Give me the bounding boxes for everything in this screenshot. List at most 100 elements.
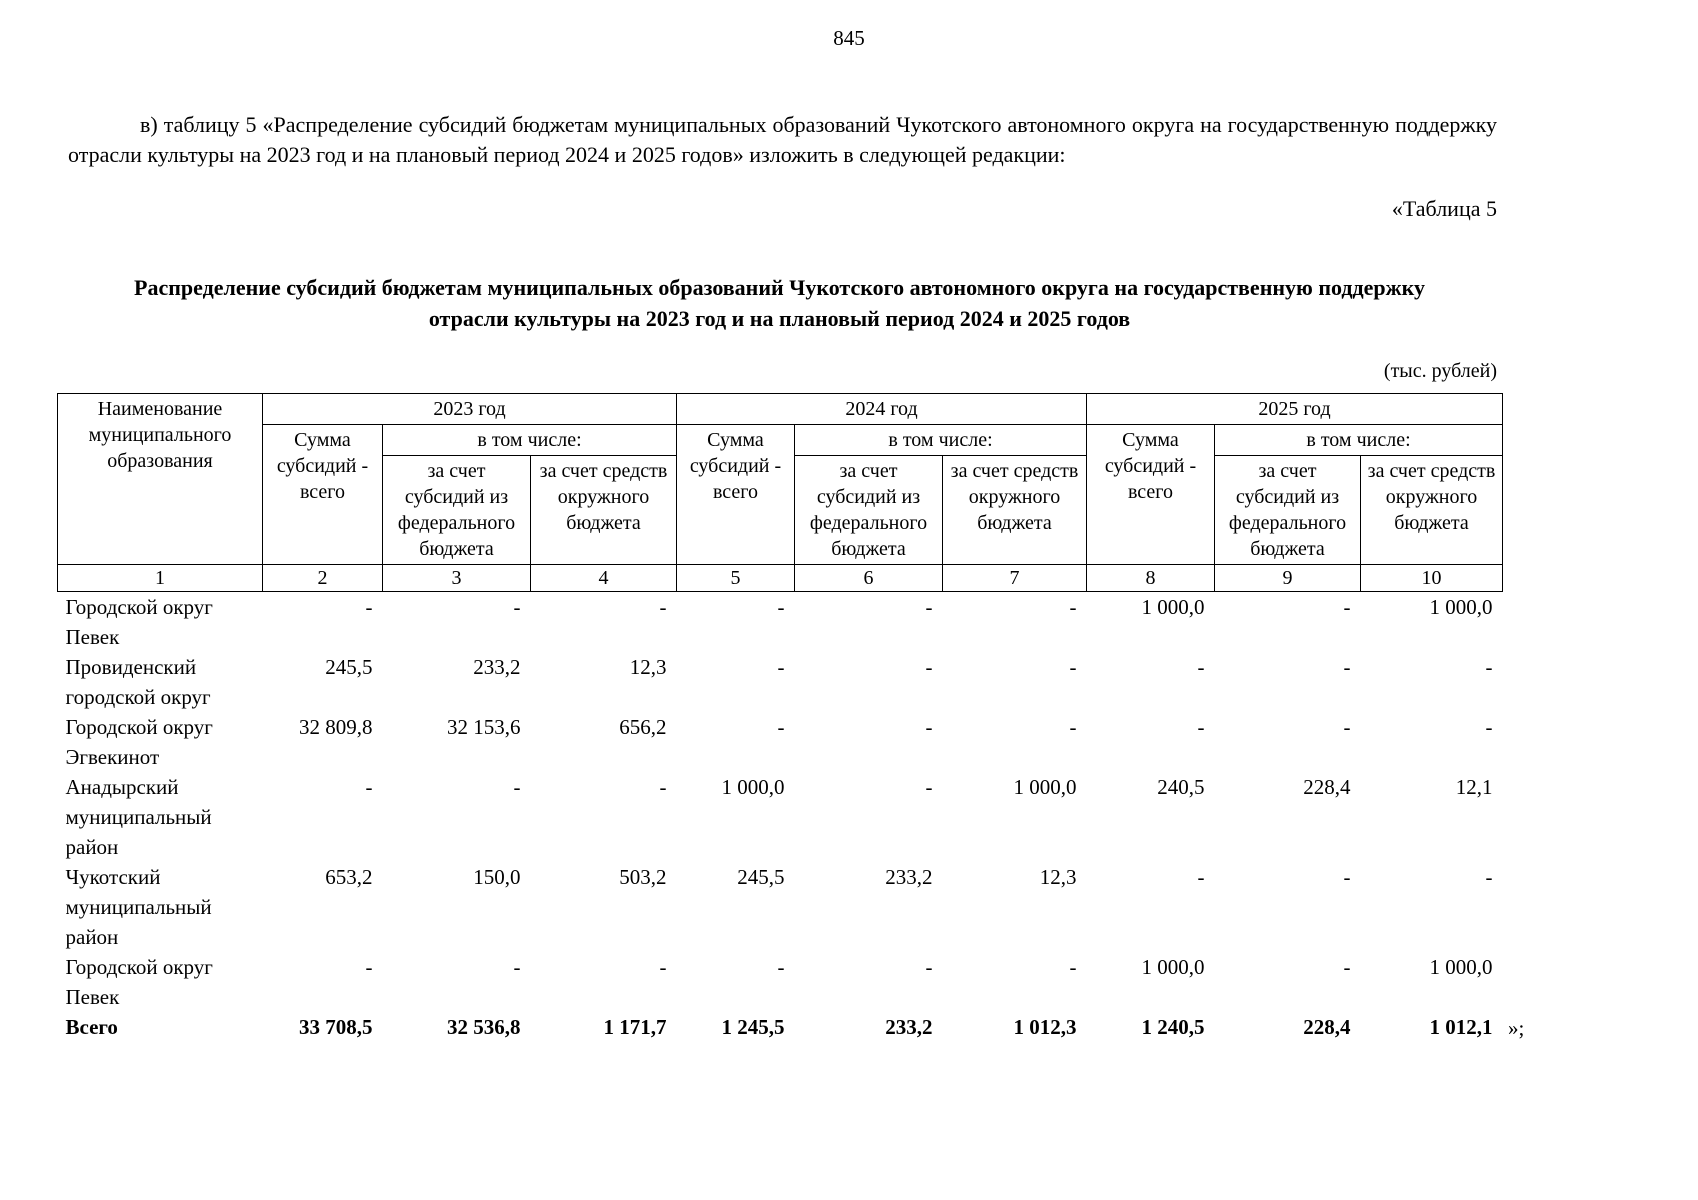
value-cell: 228,4 — [1303, 775, 1351, 799]
table-body: Городской округ Певек - - - - - - 1 000,0 - 1 000… — [58, 592, 1503, 1043]
value-cell: 1 000,0 — [1429, 595, 1493, 619]
table-header: Наименование муниципального образования … — [57, 393, 1503, 592]
value-cell: 233,2 — [473, 655, 521, 679]
header-sum-2024: Сумма субсидий - всего — [676, 424, 795, 565]
col-number: 6 — [794, 564, 943, 592]
value-cell: - — [1343, 865, 1351, 889]
header-including-2024: в том числе: — [794, 424, 1087, 456]
header-year-2023: 2023 год — [262, 393, 677, 425]
value-cell: 1 000,0 — [1013, 775, 1077, 799]
value-cell: - — [365, 955, 373, 979]
col-number: 2 — [262, 564, 383, 592]
subsidies-table: Наименование муниципального образования … — [57, 393, 1503, 1042]
value-cell: - — [777, 715, 785, 739]
value-cell: 1 000,0 — [1429, 955, 1493, 979]
municipality-name-cell: Городской округ Певек — [65, 595, 213, 649]
value-cell: 150,0 — [473, 865, 521, 889]
value-cell: 240,5 — [1157, 775, 1205, 799]
value-cell: - — [925, 655, 933, 679]
value-cell: 1 000,0 — [1141, 955, 1205, 979]
header-year-2024: 2024 год — [676, 393, 1087, 425]
table-row: Анадырский муниципальный район - - - 1 000,0… — [58, 772, 1503, 862]
municipality-name-cell: Городской округ Эгвекинот — [65, 715, 213, 769]
value-cell: - — [925, 715, 933, 739]
table-title: Распределение субсидий бюджетам муниципа… — [134, 275, 1425, 331]
municipality-name-cell: Провиденский городской округ — [65, 655, 211, 709]
value-cell: 656,2 — [619, 715, 667, 739]
municipality-name-cell: Чукотский муниципальный район — [65, 865, 212, 949]
table-row: Городской округ Певек - - - - - - 1 000,0 - 1 000… — [58, 952, 1503, 1012]
value-cell: - — [1069, 655, 1077, 679]
value-cell: - — [1197, 715, 1205, 739]
value-cell: - — [1197, 865, 1205, 889]
col-number: 10 — [1360, 564, 1503, 592]
value-cell: - — [1069, 715, 1077, 739]
value-cell: 32 809,8 — [299, 715, 373, 739]
municipality-name-cell: Анадырский муниципальный район — [65, 775, 212, 859]
header-row-sources: за счет субсидий из федерального бюджета… — [58, 455, 1503, 565]
value-cell: - — [777, 655, 785, 679]
value-cell: 32 153,6 — [447, 715, 521, 739]
table-row: Городской округ Певек - - - - - - 1 000,0 - 1 000… — [58, 592, 1503, 653]
value-cell: - — [1485, 655, 1493, 679]
page-number: 845 — [833, 26, 865, 50]
header-including-2025: в том числе: — [1214, 424, 1503, 456]
value-cell: - — [1343, 655, 1351, 679]
value-cell: - — [925, 775, 933, 799]
col-number: 3 — [382, 564, 531, 592]
value-cell: 1 000,0 — [1141, 595, 1205, 619]
value-cell: 12,1 — [1455, 775, 1493, 799]
value-cell: - — [1343, 595, 1351, 619]
header-federal-2025: за счет субсидий из федерального бюджета — [1214, 455, 1361, 565]
value-cell: - — [659, 775, 667, 799]
col-number: 8 — [1086, 564, 1215, 592]
value-cell: - — [925, 955, 933, 979]
header-including-2023: в том числе: — [382, 424, 677, 456]
value-cell: - — [513, 955, 521, 979]
value-cell: 228,4 — [1303, 1015, 1351, 1039]
header-row-sums: Сумма субсидий - всего в том числе: Сумм… — [58, 424, 1503, 565]
value-cell: - — [1485, 865, 1493, 889]
total-row: Всего 33 708,5 32 536,8 1 171,7 1 245,5 233,2… — [58, 1012, 1503, 1042]
value-cell: 1 240,5 — [1141, 1015, 1205, 1039]
header-okrug-2025: за счет средств окружного бюджета — [1360, 455, 1503, 565]
closing-mark: »; — [1508, 1016, 1525, 1040]
value-cell: - — [365, 595, 373, 619]
value-cell: 245,5 — [737, 865, 785, 889]
units-label: (тыс. рублей) — [1383, 360, 1497, 382]
value-cell: 1 171,7 — [603, 1015, 667, 1039]
header-sum-2025: Сумма субсидий - всего — [1086, 424, 1215, 565]
table-marker: «Таблица 5 — [1391, 196, 1497, 221]
header-sum-2023: Сумма субсидий - всего — [262, 424, 383, 565]
header-year-2025: 2025 год — [1086, 393, 1503, 425]
value-cell: - — [1197, 655, 1205, 679]
value-cell: - — [1343, 955, 1351, 979]
value-cell: - — [777, 595, 785, 619]
header-federal-2023: за счет субсидий из федерального бюджета — [382, 455, 531, 565]
value-cell: - — [513, 775, 521, 799]
value-cell: - — [1069, 955, 1077, 979]
value-cell: 33 708,5 — [299, 1015, 373, 1039]
header-okrug-2023: за счет средств окружного бюджета — [530, 455, 677, 565]
table-row: Городской округ Эгвекинот 32 809,8 32 153,… — [58, 712, 1503, 772]
municipality-name-cell: Всего — [65, 1015, 118, 1039]
col-number: 5 — [676, 564, 795, 592]
value-cell: - — [513, 595, 521, 619]
value-cell: 233,2 — [885, 865, 933, 889]
value-cell: - — [659, 955, 667, 979]
table-row: Провиденский городской округ 245,5 233,2 12… — [58, 652, 1503, 712]
value-cell: - — [777, 955, 785, 979]
value-cell: 653,2 — [325, 865, 373, 889]
col-number: 1 — [57, 564, 263, 592]
col-number: 4 — [530, 564, 677, 592]
value-cell: - — [925, 595, 933, 619]
value-cell: 1 245,5 — [721, 1015, 785, 1039]
value-cell: - — [1343, 715, 1351, 739]
value-cell: 245,5 — [325, 655, 373, 679]
value-cell: - — [1069, 595, 1077, 619]
header-row-years: Наименование муниципального образования … — [57, 393, 1503, 565]
value-cell: 503,2 — [619, 865, 667, 889]
municipality-name-cell: Городской округ Певек — [65, 955, 213, 1009]
header-municipality: Наименование муниципального образования — [57, 393, 263, 565]
